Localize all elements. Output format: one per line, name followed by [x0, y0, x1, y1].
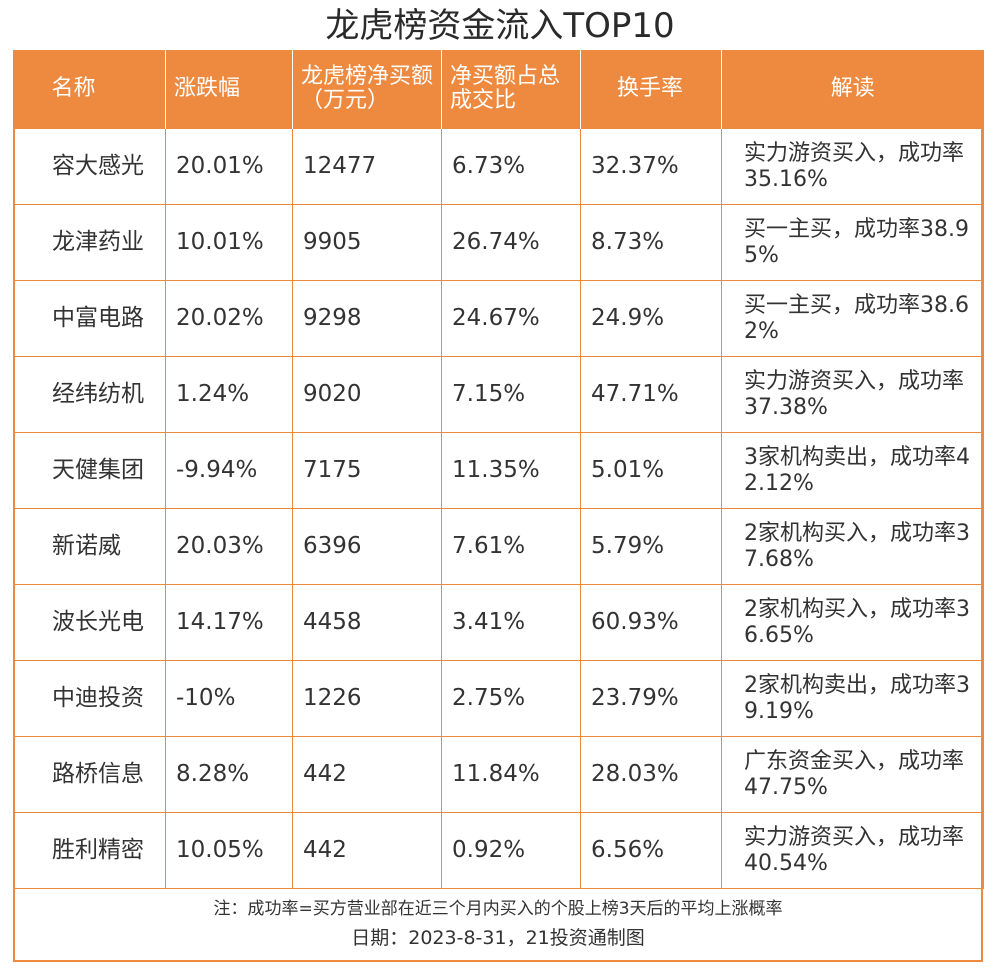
- reading-cell: 2家机构买入，成功率36.65%: [721, 584, 984, 661]
- reading-cell: 2家机构买入，成功率37.68%: [721, 508, 984, 585]
- reading-cell: 实力游资买入，成功率40.54%: [721, 812, 984, 889]
- stock-name: 波长光电: [13, 584, 166, 661]
- table-row: 胜利精密 10.05% 442 0.92% 6.56% 实力游资买入，成功率40.54%: [13, 812, 984, 889]
- net-buy-cell: 9020: [292, 356, 442, 433]
- header-ratio: 净买额占总成交比: [441, 50, 581, 129]
- table-row: 中富电路 20.02% 9298 24.67% 24.9% 买一主买，成功率38.62%: [13, 280, 984, 357]
- ratio-cell: 0.92%: [441, 812, 581, 889]
- date-source: 日期：2023-8-31，21投资通制图: [351, 927, 645, 949]
- stock-name: 中迪投资: [13, 660, 166, 737]
- stock-name: 新诺威: [13, 508, 166, 585]
- change-cell: 10.05%: [165, 812, 293, 889]
- header-row: 名称 涨跌幅 龙虎榜净买额（万元） 净买额占总成交比 换手率 解读: [13, 50, 984, 129]
- header-name: 名称: [13, 50, 166, 129]
- change-cell: 10.01%: [165, 204, 293, 281]
- stock-name: 龙津药业: [13, 204, 166, 281]
- stock-name: 胜利精密: [13, 812, 166, 889]
- net-buy-cell: 9298: [292, 280, 442, 357]
- table-row: 中迪投资 -10% 1226 2.75% 23.79% 2家机构卖出，成功率39.19%: [13, 660, 984, 737]
- change-cell: 14.17%: [165, 584, 293, 661]
- ratio-cell: 26.74%: [441, 204, 581, 281]
- ratio-cell: 2.75%: [441, 660, 581, 737]
- reading-cell: 3家机构卖出，成功率42.12%: [721, 432, 984, 509]
- header-change: 涨跌幅: [165, 50, 293, 129]
- net-buy-cell: 12477: [292, 128, 442, 205]
- turnover-cell: 5.79%: [580, 508, 722, 585]
- table-row: 波长光电 14.17% 4458 3.41% 60.93% 2家机构买入，成功率36.65…: [13, 584, 984, 661]
- change-cell: 20.03%: [165, 508, 293, 585]
- change-cell: 20.01%: [165, 128, 293, 205]
- turnover-cell: 60.93%: [580, 584, 722, 661]
- table-row: 经纬纺机 1.24% 9020 7.15% 47.71% 实力游资买入，成功率37.38%: [13, 356, 984, 433]
- ratio-cell: 11.35%: [441, 432, 581, 509]
- header-turnover: 换手率: [580, 50, 722, 129]
- net-buy-cell: 9905: [292, 204, 442, 281]
- net-buy-cell: 442: [292, 736, 442, 813]
- reading-cell: 买一主买，成功率38.95%: [721, 204, 984, 281]
- reading-cell: 实力游资买入，成功率35.16%: [721, 128, 984, 205]
- header-reading: 解读: [721, 50, 984, 129]
- reading-cell: 2家机构卖出，成功率39.19%: [721, 660, 984, 737]
- turnover-cell: 24.9%: [580, 280, 722, 357]
- turnover-cell: 6.56%: [580, 812, 722, 889]
- page-title: 龙虎榜资金流入TOP10: [325, 6, 675, 46]
- stock-name: 天健集团: [13, 432, 166, 509]
- ratio-cell: 7.15%: [441, 356, 581, 433]
- change-cell: 1.24%: [165, 356, 293, 433]
- change-cell: -9.94%: [165, 432, 293, 509]
- turnover-cell: 47.71%: [580, 356, 722, 433]
- table-row: 容大感光 20.01% 12477 6.73% 32.37% 实力游资买入，成功率35.1…: [13, 128, 984, 205]
- ratio-cell: 24.67%: [441, 280, 581, 357]
- net-buy-cell: 1226: [292, 660, 442, 737]
- footnote: 注：成功率=买方营业部在近三个月内买入的个股上榜3天后的平均上涨概率: [213, 899, 783, 919]
- turnover-cell: 8.73%: [580, 204, 722, 281]
- ratio-cell: 11.84%: [441, 736, 581, 813]
- ratio-cell: 3.41%: [441, 584, 581, 661]
- ratio-cell: 6.73%: [441, 128, 581, 205]
- reading-cell: 实力游资买入，成功率37.38%: [721, 356, 984, 433]
- net-buy-cell: 442: [292, 812, 442, 889]
- net-buy-cell: 4458: [292, 584, 442, 661]
- change-cell: -10%: [165, 660, 293, 737]
- stock-name: 中富电路: [13, 280, 166, 357]
- stock-name: 经纬纺机: [13, 356, 166, 433]
- change-cell: 8.28%: [165, 736, 293, 813]
- table-row: 龙津药业 10.01% 9905 26.74% 8.73% 买一主买，成功率38.95%: [13, 204, 984, 281]
- table-row: 天健集团 -9.94% 7175 11.35% 5.01% 3家机构卖出，成功率42.12…: [13, 432, 984, 509]
- reading-cell: 买一主买，成功率38.62%: [721, 280, 984, 357]
- turnover-cell: 5.01%: [580, 432, 722, 509]
- turnover-cell: 32.37%: [580, 128, 722, 205]
- header-net-buy: 龙虎榜净买额（万元）: [292, 50, 442, 129]
- stock-name: 容大感光: [13, 128, 166, 205]
- turnover-cell: 28.03%: [580, 736, 722, 813]
- table-row: 路桥信息 8.28% 442 11.84% 28.03% 广东资金买入，成功率47.75%: [13, 736, 984, 813]
- net-buy-cell: 7175: [292, 432, 442, 509]
- stock-name: 路桥信息: [13, 736, 166, 813]
- data-table: 名称 涨跌幅 龙虎榜净买额（万元） 净买额占总成交比 换手率 解读 容大感光 20…: [13, 50, 984, 889]
- ratio-cell: 7.61%: [441, 508, 581, 585]
- change-cell: 20.02%: [165, 280, 293, 357]
- table-row: 新诺威 20.03% 6396 7.61% 5.79% 2家机构买入，成功率37.68%: [13, 508, 984, 585]
- turnover-cell: 23.79%: [580, 660, 722, 737]
- net-buy-cell: 6396: [292, 508, 442, 585]
- reading-cell: 广东资金买入，成功率47.75%: [721, 736, 984, 813]
